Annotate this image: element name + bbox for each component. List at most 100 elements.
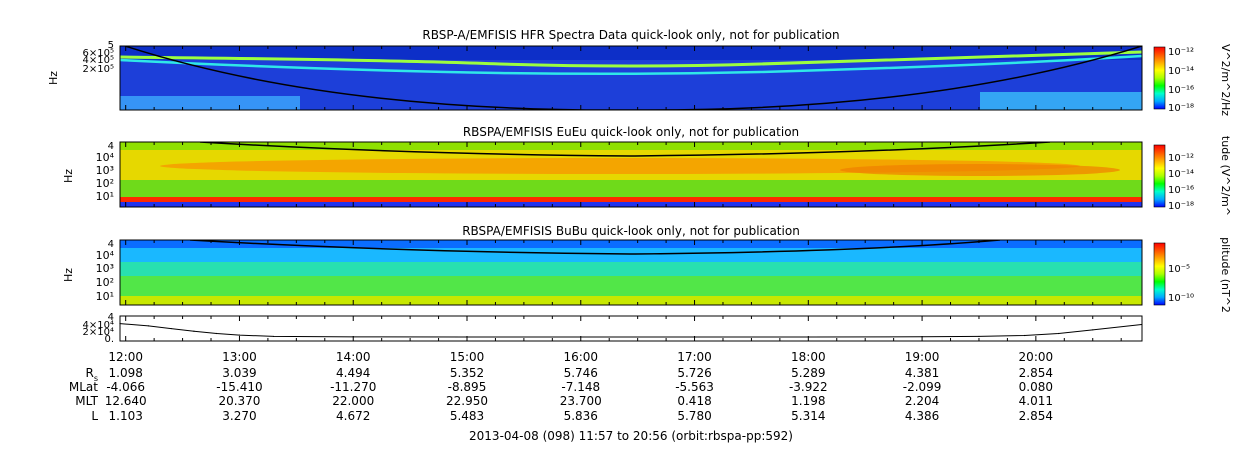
ephemeris-value: 5.836 (564, 409, 598, 423)
hfr-top-band (120, 46, 1142, 60)
panel-eueu: RBSPA/EMFISIS EuEu quick-look only, not … (62, 125, 1232, 216)
ephemeris-value: -5.563 (675, 380, 714, 394)
panel-line-ytick-0: 4×10⁴ (83, 320, 114, 331)
eueu-red-base (120, 197, 1142, 202)
ephemeris-value: -11.270 (330, 380, 376, 394)
panel-hfr-ytick-0: 6×10⁵ (83, 48, 114, 59)
hfr-upper-emission-line (120, 50, 1142, 68)
panel-bubu-cbar-tick-1: 10⁻¹⁰ (1168, 293, 1194, 304)
ephemeris-value: 12.640 (105, 394, 147, 408)
x-tick-label: 20:00 (1019, 350, 1054, 364)
panel-eueu-ytick-0: 10⁴ (96, 151, 115, 164)
panel-hfr-ylabel: Hz (47, 71, 60, 85)
ephemeris-value: 5.289 (791, 366, 825, 380)
x-axis-ticks (125, 46, 1122, 341)
line-point (119, 323, 121, 325)
ephemeris-value: 22.950 (446, 394, 488, 408)
ephemeris-value: 5.314 (791, 409, 825, 423)
line-point (1141, 323, 1143, 326)
line-point (272, 335, 275, 338)
panel-eueu-title: RBSPA/EMFISIS EuEu quick-look only, not … (463, 125, 799, 139)
line-point (193, 330, 195, 332)
hfr-cyclotron-curve (124, 46, 1142, 110)
footer-timerange: 2013-04-08 (098) 11:57 to 20:56 (orbit:r… (469, 429, 793, 443)
ephemeris-value: 4.011 (1019, 394, 1053, 408)
ephemeris-value: 2.854 (1019, 366, 1053, 380)
line-point (147, 325, 150, 327)
ephemeris-value: 2.204 (905, 394, 939, 408)
ephemeris-row-label: L (91, 409, 98, 423)
ephemeris-value: 20.370 (218, 394, 260, 408)
panel-hfr-cbar-tick-0: 10⁻¹² (1168, 47, 1194, 58)
panel-eueu-frame (119, 141, 1143, 208)
ephemeris-value: -4.066 (106, 380, 145, 394)
ephemeris-value: -8.895 (448, 380, 487, 394)
panel-eueu-ytick-3: 10¹ (96, 190, 114, 203)
x-tick-label: 16:00 (563, 350, 598, 364)
panel-bubu-colorbar-label: plitude (nT^2 (1219, 237, 1232, 313)
ephemeris-value: 22.000 (332, 394, 374, 408)
panel-hfr-cbar-tick-1: 10⁻¹⁴ (1168, 66, 1194, 77)
x-tick-label: 15:00 (450, 350, 485, 364)
panel-eueu-y-top: 4 (108, 141, 114, 152)
panel-eueu-colorbar-label: tude (V^2/m^ (1219, 136, 1232, 216)
line-point (170, 327, 172, 330)
ephemeris-value: 2.854 (1019, 409, 1053, 423)
bubu-top-band (120, 240, 1142, 248)
panel-hfr-colorbar-label: V^2/m^2/Hz (1219, 44, 1232, 116)
line-point (1058, 332, 1060, 335)
hfr-low-freq-right-patch (980, 92, 1142, 110)
ephemeris-value: -7.148 (561, 380, 600, 394)
ephemeris-value: 5.780 (677, 409, 711, 423)
panel-hfr-frame (119, 45, 1143, 111)
ephemeris-value: 0.080 (1019, 380, 1053, 394)
x-axis-labels: 12:00 13:00 14:00 15:00 16:00 17:00 18:00 19:00… (108, 350, 1053, 364)
panel-bubu-ylabel: Hz (62, 268, 75, 282)
ephemeris-value: -2.099 (903, 380, 942, 394)
eueu-blue-base (120, 202, 1142, 207)
ephemeris-value: 1.198 (791, 394, 825, 408)
panel-bubu: RBSPA/EMFISIS BuBu quick-look only, not … (62, 224, 1232, 313)
panel-bubu-ytick-3: 10¹ (96, 290, 114, 303)
panel-eueu-cbar-tick-1: 10⁻¹⁴ (1168, 169, 1194, 180)
panel-hfr-cbar-tick-2: 10⁻¹⁶ (1168, 85, 1194, 96)
ephemeris-value: 4.386 (905, 409, 939, 423)
ephemeris-value: 4.381 (905, 366, 939, 380)
ephemeris-table: Rs 1.098 3.039 4.494 5.352 5.746 5.726 5.289 4.3… (69, 366, 1053, 423)
hfr-plasma-line (120, 54, 1142, 76)
x-tick-label: 18:00 (791, 350, 826, 364)
panel-bubu-frame (119, 239, 1143, 306)
x-tick-label: 17:00 (677, 350, 712, 364)
eueu-intense-band-right (840, 164, 1120, 176)
ephemeris-value: 1.103 (109, 409, 143, 423)
ephemeris-value: 1.098 (109, 366, 143, 380)
panel-bubu-title: RBSPA/EMFISIS BuBu quick-look only, not … (462, 224, 800, 238)
line-point (1023, 334, 1026, 337)
panel-eueu-ytick-2: 10² (96, 177, 114, 190)
panel-hfr-y-top: 5 (108, 40, 114, 51)
x-tick-label: 19:00 (905, 350, 940, 364)
panel-hfr-ytick-1: 4×10⁵ (83, 55, 114, 66)
ephemeris-value: 5.483 (450, 409, 484, 423)
panel-hfr-colorbar (1153, 46, 1166, 110)
bubu-lower-band (120, 276, 1142, 296)
panel-bubu-cbar-tick-0: 10⁻⁵ (1168, 264, 1190, 275)
panel-hfr-cbar-tick-3: 10⁻¹⁸ (1168, 103, 1194, 114)
bubu-cyclotron-curve (189, 240, 1001, 255)
ephemeris-value: 5.726 (677, 366, 711, 380)
ephemeris-value: 23.700 (560, 394, 602, 408)
panel-eueu-cbar-tick-3: 10⁻¹⁸ (1168, 201, 1194, 212)
panel-line-y-top: 4 (108, 312, 114, 323)
panel-bubu-ytick-0: 10⁴ (96, 249, 115, 262)
ephemeris-value: -15.410 (216, 380, 262, 394)
ephemeris-value: 3.270 (222, 409, 256, 423)
panel-eueu-ylabel: Hz (62, 169, 75, 183)
x-tick-label: 13:00 (222, 350, 257, 364)
eueu-low-band (120, 180, 1142, 197)
ephemeris-value: -3.922 (789, 380, 828, 394)
ephemeris-row-label: MLat (69, 380, 98, 394)
x-tick-label: 14:00 (336, 350, 371, 364)
panel-line: 4 4×10⁴ 2×10⁴ 0. (83, 312, 1143, 345)
ephemeris-value: 5.746 (564, 366, 598, 380)
